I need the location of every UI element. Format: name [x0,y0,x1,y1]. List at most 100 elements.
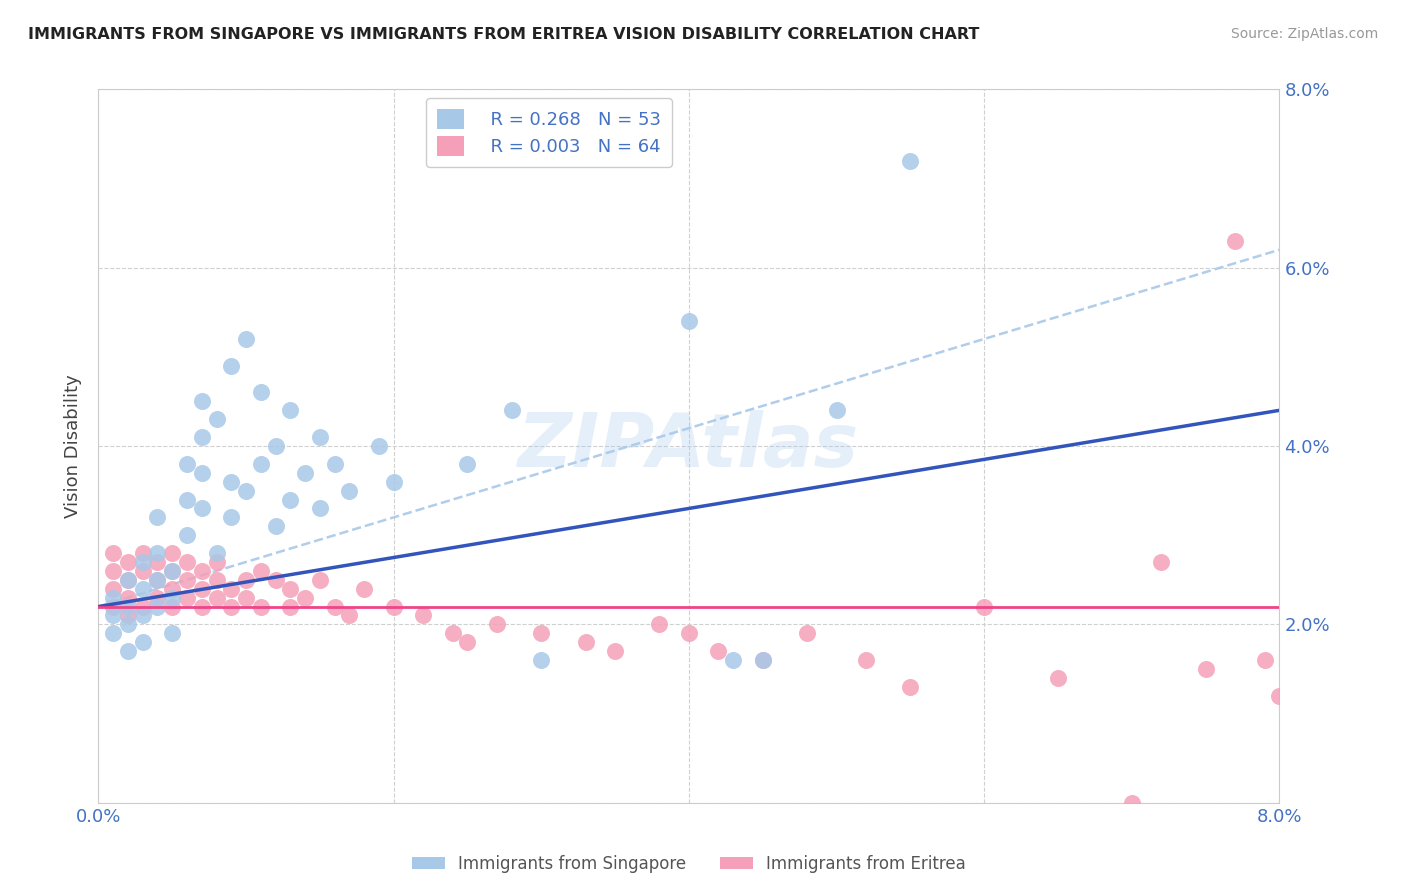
Point [205,546,228,560]
Point [574,635,596,649]
Point [176,573,198,587]
Point [707,644,730,658]
Point [323,457,346,471]
Point [103,599,125,614]
Point [103,546,125,560]
Point [191,394,214,409]
Point [132,635,155,649]
Point [605,644,627,658]
Point [162,546,183,560]
Y-axis label: Vision Disability: Vision Disability [65,374,83,518]
Point [191,430,214,444]
Point [825,403,848,417]
Point [308,501,332,516]
Point [191,564,214,578]
Point [205,573,228,587]
Point [176,528,198,542]
Point [308,430,332,444]
Point [250,599,273,614]
Point [132,564,155,578]
Point [219,510,242,524]
Point [162,582,183,596]
Point [162,591,183,605]
Point [191,466,214,480]
Legend:   R = 0.268   N = 53,   R = 0.003   N = 64: R = 0.268 N = 53, R = 0.003 N = 64 [426,98,672,167]
Point [751,653,773,667]
Point [117,573,139,587]
Point [132,555,155,569]
Point [176,457,198,471]
Point [146,510,169,524]
Point [117,573,139,587]
Point [337,608,360,623]
Point [103,626,125,640]
Point [176,492,198,507]
Point [191,501,214,516]
Point [1150,555,1173,569]
Point [250,564,273,578]
Point [855,653,877,667]
Point [678,626,700,640]
Point [678,314,700,328]
Point [323,599,346,614]
Point [132,599,155,614]
Point [162,599,183,614]
Point [721,653,744,667]
Point [501,403,523,417]
Point [530,626,553,640]
Point [1121,796,1143,810]
Point [117,644,139,658]
Point [235,483,257,498]
Point [264,573,287,587]
Point [205,555,228,569]
Point [353,582,375,596]
Point [219,475,242,489]
Point [235,573,257,587]
Point [117,555,139,569]
Point [1223,234,1246,248]
Legend: Immigrants from Singapore, Immigrants from Eritrea: Immigrants from Singapore, Immigrants fr… [405,848,973,880]
Point [132,608,155,623]
Point [1046,671,1069,685]
Point [412,608,434,623]
Point [117,608,139,623]
Point [117,599,139,614]
Point [456,457,478,471]
Point [117,591,139,605]
Point [264,519,287,533]
Point [162,564,183,578]
Point [132,582,155,596]
Text: ZIPAtlas: ZIPAtlas [519,409,859,483]
Point [308,573,332,587]
Point [485,617,508,632]
Point [146,573,169,587]
Point [900,153,922,168]
Point [146,591,169,605]
Point [382,475,405,489]
Point [103,564,125,578]
Point [146,573,169,587]
Point [162,626,183,640]
Point [146,546,169,560]
Point [235,332,257,346]
Point [264,439,287,453]
Text: Source: ZipAtlas.com: Source: ZipAtlas.com [1230,27,1378,41]
Point [132,546,155,560]
Point [219,359,242,373]
Point [191,599,214,614]
Point [456,635,478,649]
Point [441,626,464,640]
Point [103,591,125,605]
Point [162,564,183,578]
Point [176,591,198,605]
Point [294,466,316,480]
Point [235,591,257,605]
Point [117,617,139,632]
Point [146,555,169,569]
Point [530,653,553,667]
Point [205,591,228,605]
Point [1194,662,1216,676]
Point [796,626,818,640]
Point [278,582,302,596]
Point [337,483,360,498]
